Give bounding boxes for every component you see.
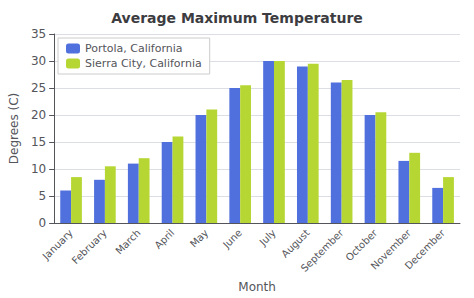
svg-text:April: April (153, 227, 177, 251)
svg-text:10: 10 (31, 162, 46, 176)
svg-text:December: December (403, 226, 448, 271)
svg-text:February: February (70, 227, 109, 266)
svg-text:January: January (40, 227, 75, 262)
svg-text:5: 5 (39, 189, 47, 203)
svg-text:June: June (220, 227, 244, 251)
svg-text:May: May (188, 227, 210, 249)
svg-text:15: 15 (31, 135, 46, 149)
svg-text:November: November (368, 227, 414, 272)
svg-text:Month: Month (238, 280, 276, 294)
svg-text:Portola, California: Portola, California (85, 42, 183, 55)
svg-text:September: September (299, 226, 346, 273)
svg-text:July: July (257, 227, 278, 248)
svg-text:35: 35 (31, 27, 46, 41)
svg-text:25: 25 (31, 81, 46, 95)
svg-text:Degrees (C): Degrees (C) (7, 93, 21, 164)
svg-text:August: August (279, 227, 312, 260)
svg-text:0: 0 (39, 216, 47, 230)
svg-text:October: October (343, 227, 380, 264)
svg-text:30: 30 (31, 54, 46, 68)
svg-text:20: 20 (31, 108, 46, 122)
svg-text:Sierra City, California: Sierra City, California (85, 57, 202, 70)
svg-text:March: March (113, 227, 142, 256)
svg-text:Average Maximum Temperature: Average Maximum Temperature (111, 10, 363, 26)
